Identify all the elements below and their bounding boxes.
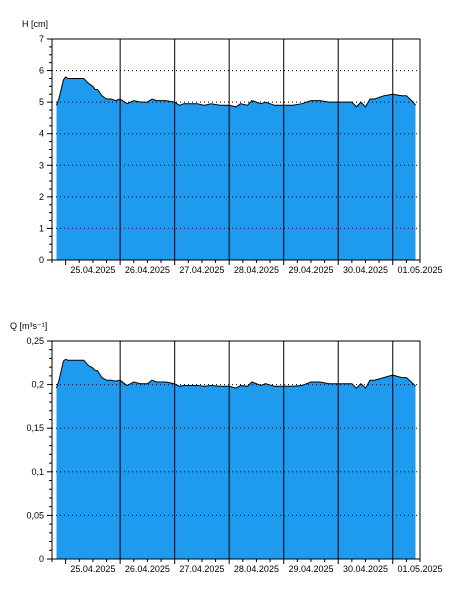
x-tick-label: 27.04.2025 bbox=[179, 265, 224, 275]
y-tick-label: 0,1 bbox=[31, 467, 44, 477]
discharge-chart: Q [m³s⁻¹] 0 0,05 0,1 0,15 0,2 0,25 25.04.2025 2… bbox=[10, 321, 443, 574]
x-tick-label: 28.04.2025 bbox=[234, 564, 279, 574]
x-tick-label: 26.04.2025 bbox=[125, 564, 170, 574]
plot-frame bbox=[51, 38, 421, 261]
x-tick-label: 30.04.2025 bbox=[343, 265, 388, 275]
x-tick-label: 29.04.2025 bbox=[288, 265, 333, 275]
water-level-chart: H [cm] 0 1 2 3 4 5 6 7 25.04.2025 26.04.2025 27.04… bbox=[22, 19, 443, 275]
y-tick-label: 4 bbox=[39, 129, 44, 139]
discharge-axis-title: Q [m³s⁻¹] bbox=[10, 321, 47, 331]
series-area bbox=[56, 76, 416, 261]
y-tick-label: 0 bbox=[39, 255, 44, 265]
y-tick-label: 6 bbox=[39, 66, 44, 76]
plot-frame bbox=[51, 340, 421, 560]
series-line bbox=[56, 358, 416, 389]
y-tick-label: 0 bbox=[39, 554, 44, 564]
x-tick-label: 01.05.2025 bbox=[397, 265, 442, 275]
x-tick-label: 25.04.2025 bbox=[70, 265, 115, 275]
x-tick-label: 28.04.2025 bbox=[234, 265, 279, 275]
y-tick-label: 7 bbox=[39, 34, 44, 44]
x-tick-label: 30.04.2025 bbox=[343, 564, 388, 574]
y-tick-label: 5 bbox=[39, 97, 44, 107]
y-tick-label: 0,25 bbox=[26, 336, 44, 346]
y-tick-label: 3 bbox=[39, 160, 44, 170]
series-area bbox=[56, 359, 416, 559]
y-tick-label: 0,15 bbox=[26, 423, 44, 433]
x-tick-label: 01.05.2025 bbox=[397, 564, 442, 574]
x-tick-label: 25.04.2025 bbox=[70, 564, 115, 574]
y-tick-label: 1 bbox=[39, 223, 44, 233]
x-tick-label: 27.04.2025 bbox=[179, 564, 224, 574]
y-tick-label: 0,2 bbox=[31, 380, 44, 390]
series-line bbox=[56, 76, 416, 108]
y-tick-label: 0,05 bbox=[26, 510, 44, 520]
water-level-axis-title: H [cm] bbox=[22, 19, 48, 29]
y-tick-label: 2 bbox=[39, 192, 44, 202]
x-tick-label: 29.04.2025 bbox=[288, 564, 333, 574]
x-tick-label: 26.04.2025 bbox=[125, 265, 170, 275]
